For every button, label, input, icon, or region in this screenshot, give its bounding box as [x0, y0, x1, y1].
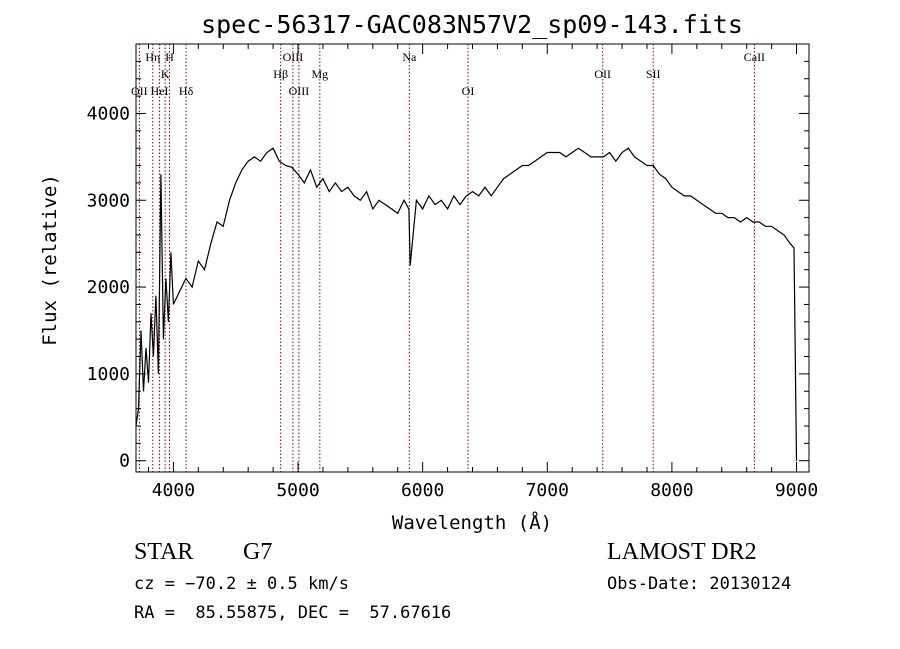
plot-frame — [135, 43, 810, 473]
object-subclass: G7 — [243, 539, 273, 565]
y-tick-label: 2000 — [87, 277, 130, 298]
marker-label: OIII — [283, 50, 304, 64]
marker-label: Mg — [311, 67, 328, 81]
x-tick-label: 6000 — [401, 480, 444, 501]
x-axis-label: Wavelength (Å) — [392, 511, 552, 534]
x-tick-label: 9000 — [775, 480, 818, 501]
survey-name: LAMOST DR2 — [607, 539, 757, 565]
marker-label: Na — [402, 50, 417, 64]
y-tick-label: 0 — [119, 451, 130, 472]
y-axis-label: Flux (relative) — [39, 174, 61, 346]
redshift-readout: cz = −70.2 ± 0.5 km/s — [134, 574, 349, 594]
chart-title: spec-56317-GAC083N57V2_sp09-143.fits — [201, 10, 743, 39]
x-tick-label: 5000 — [276, 480, 319, 501]
spectrum-series — [135, 147, 798, 461]
marker-label: OIII — [289, 84, 310, 98]
marker-label: CaII — [744, 50, 765, 64]
marker-label: Hη — [145, 50, 160, 64]
axes: 4000 5000 6000 7000 8000 9000 0 1000 2000 3000 400… — [87, 43, 818, 501]
marker-label: H — [165, 50, 174, 64]
marker-label: K — [161, 67, 170, 81]
observation-date: Obs-Date: 20130124 — [607, 574, 792, 594]
marker-label: HeI — [151, 84, 169, 98]
y-tick-label: 3000 — [87, 190, 130, 211]
marker-label: OII — [131, 84, 148, 98]
marker-label: SII — [646, 67, 661, 81]
object-class: STAR — [134, 539, 194, 565]
y-tick-label: 4000 — [87, 103, 130, 124]
x-tick-label: 7000 — [526, 480, 569, 501]
x-tick-label: 8000 — [650, 480, 693, 501]
spectrum-line — [135, 147, 798, 461]
marker-label: Hδ — [179, 84, 194, 98]
marker-label: Hβ — [273, 67, 288, 81]
x-tick-label: 4000 — [152, 480, 195, 501]
marker-label: OII — [594, 67, 611, 81]
y-tick-label: 1000 — [87, 364, 130, 385]
marker-label: OI — [462, 84, 475, 98]
coordinates-readout: RA = 85.55875, DEC = 57.67616 — [134, 603, 452, 623]
